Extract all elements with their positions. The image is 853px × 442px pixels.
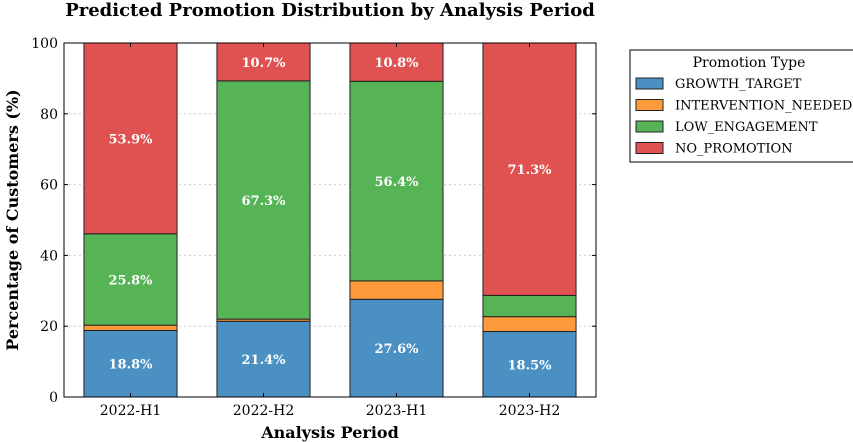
x-axis: 2022-H1 2022-H2 2023-H1 2023-H2 bbox=[100, 43, 560, 419]
bar-value-label: 27.6% bbox=[374, 342, 419, 357]
bar-value-label: 18.5% bbox=[507, 358, 552, 373]
legend-entry: NO_PROMOTION bbox=[675, 142, 793, 157]
legend-box bbox=[629, 49, 853, 163]
y-tick-label: 100 bbox=[31, 36, 58, 52]
bar-value-label: 56.4% bbox=[374, 175, 419, 190]
bar-value-label: 53.9% bbox=[108, 132, 153, 147]
bar-segment bbox=[83, 329, 178, 398]
legend-swatch bbox=[635, 142, 664, 154]
bar-value-label: 21.4% bbox=[241, 353, 286, 368]
x-tick-label: 2023-H1 bbox=[366, 403, 427, 419]
bar-segment bbox=[216, 80, 311, 320]
bar-segment bbox=[83, 324, 178, 331]
bar-segment bbox=[482, 294, 577, 318]
bar-segment bbox=[216, 42, 311, 82]
y-tick-label: 40 bbox=[40, 248, 58, 264]
y-tick-label: 0 bbox=[49, 390, 58, 406]
bar-value-label: 10.8% bbox=[374, 56, 419, 71]
legend-swatch bbox=[635, 99, 664, 111]
legend-title: Promotion Type bbox=[693, 55, 806, 71]
y-tick-label: 60 bbox=[40, 178, 58, 194]
plot-area bbox=[63, 42, 597, 398]
bar-segment bbox=[216, 320, 311, 398]
bar-segment bbox=[349, 280, 444, 300]
legend-swatch bbox=[635, 77, 664, 90]
legend: Promotion Type GROWTH_TARGET INTERVENTION… bbox=[629, 49, 853, 163]
y-axis-label: Percentage of Customers (%) bbox=[3, 89, 22, 350]
legend-entry: GROWTH_TARGET bbox=[675, 77, 802, 92]
legend-entry: LOW_ENGAGEMENT bbox=[675, 120, 818, 135]
bar-segment bbox=[349, 42, 444, 82]
legend-entry: INTERVENTION_NEEDED bbox=[675, 99, 852, 114]
bar-labels: 18.8% 25.8% 53.9% 21.4% 67.3% 10.7% 27.6% 56.4%… bbox=[108, 56, 552, 373]
x-axis-label: Analysis Period bbox=[260, 423, 399, 442]
bar-value-label: 18.8% bbox=[108, 358, 153, 373]
bars bbox=[83, 42, 577, 398]
legend-swatch bbox=[635, 120, 664, 133]
bar-value-label: 71.3% bbox=[507, 163, 552, 178]
bar-value-label: 67.3% bbox=[241, 194, 286, 209]
y-tick-label: 20 bbox=[40, 319, 58, 335]
x-tick-label: 2022-H2 bbox=[233, 403, 294, 419]
x-tick-label: 2023-H2 bbox=[499, 403, 560, 419]
bar-value-label: 10.7% bbox=[241, 56, 286, 71]
y-tick-label: 80 bbox=[40, 107, 58, 123]
bar-value-label: 25.8% bbox=[108, 273, 153, 288]
y-axis: 0 20 40 60 80 100 bbox=[31, 36, 596, 406]
bar-segment bbox=[482, 316, 577, 333]
bar-segment bbox=[83, 42, 178, 235]
x-tick-label: 2022-H1 bbox=[100, 403, 161, 419]
chart-title: Predicted Promotion Distribution by Anal… bbox=[65, 0, 595, 21]
bar-segment bbox=[482, 42, 577, 296]
